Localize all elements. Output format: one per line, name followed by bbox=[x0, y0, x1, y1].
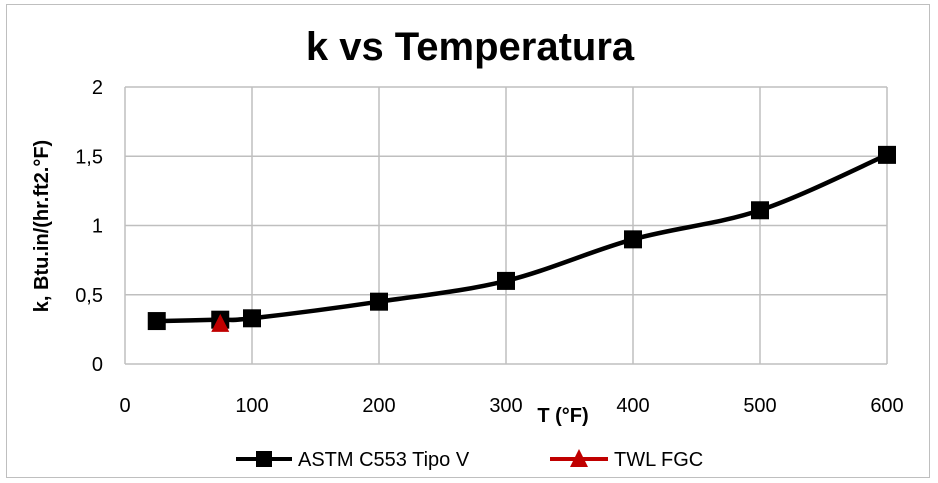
data-point-series-2 bbox=[211, 313, 230, 332]
data-point-series-1 bbox=[243, 309, 261, 328]
x-tick-label: 600 bbox=[870, 395, 903, 417]
legend-triangle-marker bbox=[570, 449, 588, 467]
y-tick-label: 1 bbox=[92, 216, 103, 238]
data-point-series-1 bbox=[497, 271, 515, 290]
x-tick-label: 400 bbox=[616, 395, 649, 417]
chart-frame bbox=[6, 4, 930, 478]
data-point-series-1 bbox=[370, 292, 388, 311]
y-tick-labels: 0 0,5 1 1,5 2 bbox=[75, 77, 103, 376]
chart-title: k vs Temperatura bbox=[306, 25, 635, 69]
grid bbox=[124, 86, 888, 365]
x-tick-label: 500 bbox=[743, 395, 776, 417]
x-tick-labels: 0 100 200 300 400 500 600 bbox=[119, 395, 903, 417]
legend-label-series-2: TWL FGC bbox=[614, 449, 703, 471]
series-line-1 bbox=[156, 152, 888, 324]
legend: ASTM C553 Tipo V TWL FGC bbox=[236, 449, 703, 471]
y-tick-label: 0,5 bbox=[75, 285, 103, 307]
x-tick-label: 200 bbox=[362, 395, 395, 417]
x-tick-label: 0 bbox=[119, 395, 130, 417]
data-point-series-1 bbox=[624, 230, 642, 249]
data-point-series-1 bbox=[147, 312, 166, 331]
y-tick-label: 0 bbox=[92, 354, 103, 376]
x-tick-label: 100 bbox=[235, 395, 268, 417]
y-tick-label: 2 bbox=[92, 77, 103, 99]
y-axis-label: k, Btu.in/(hr.ft2.°F) bbox=[31, 140, 53, 312]
legend-label-series-1: ASTM C553 Tipo V bbox=[298, 449, 470, 471]
legend-item-series-2: TWL FGC bbox=[550, 449, 703, 471]
series-layer bbox=[147, 145, 896, 332]
x-tick-label: 300 bbox=[489, 395, 522, 417]
data-point-series-1 bbox=[751, 201, 769, 220]
y-tick-label: 1,5 bbox=[75, 146, 103, 168]
legend-square-marker bbox=[256, 451, 272, 467]
legend-item-series-1: ASTM C553 Tipo V bbox=[236, 449, 470, 471]
x-axis-label: T (°F) bbox=[537, 405, 588, 427]
data-point-series-1 bbox=[878, 145, 896, 164]
